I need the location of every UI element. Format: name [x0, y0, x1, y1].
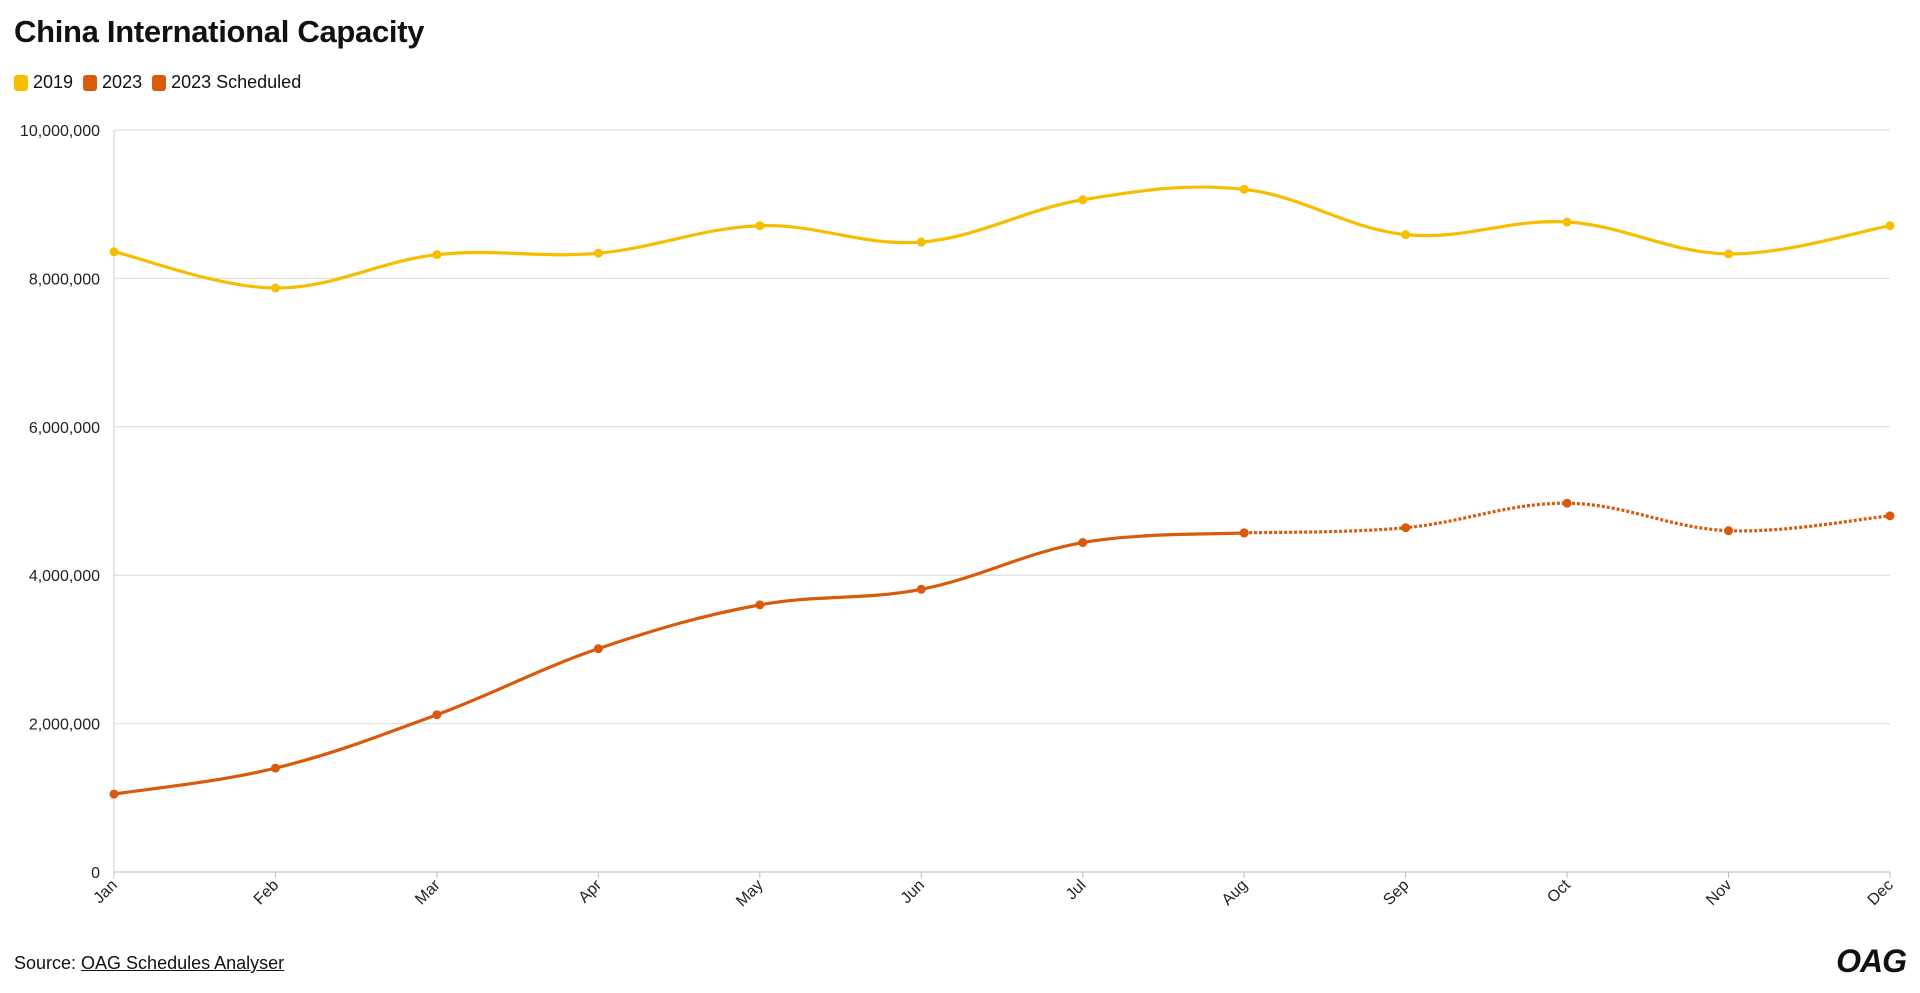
point-2019-nov [1724, 249, 1734, 259]
y-tick-label-0: 0 [91, 865, 100, 882]
x-tick-label-jul: Jul [1063, 877, 1089, 903]
point-2019-sep [1401, 230, 1411, 240]
point-2019-jul [1078, 195, 1088, 205]
point-2023-scheduled-dec [1885, 511, 1895, 521]
point-2023-jul [1078, 538, 1088, 548]
point-2019-aug [1239, 184, 1249, 194]
legend-label-2019: 2019 [33, 72, 74, 92]
x-tick-label-sep: Sep [1380, 877, 1412, 909]
point-2023-jun [916, 584, 926, 594]
series-line-2019 [112, 185, 1892, 290]
x-tick-label-may: May [733, 877, 766, 910]
legend-item-2023-scheduled[interactable]: 2023 Scheduled [152, 72, 301, 93]
y-tick-label-1: 2,000,000 [29, 717, 100, 734]
chart-title: China International Capacity [14, 14, 425, 49]
x-tick-label-mar: Mar [412, 876, 444, 908]
point-2023-scheduled-oct [1562, 498, 1572, 508]
legend-label-2023: 2023 [102, 72, 143, 92]
point-2019-feb [270, 283, 280, 293]
x-tick-label-apr: Apr [576, 876, 606, 906]
point-2023-scheduled-sep [1401, 523, 1411, 533]
point-2019-jun [916, 237, 926, 247]
x-tick-label-aug: Aug [1219, 877, 1251, 909]
x-tick-label-dec: Dec [1865, 877, 1897, 909]
point-2023-may [755, 600, 765, 610]
legend-item-2023[interactable]: 2023 [83, 72, 142, 93]
legend-item-2019[interactable]: 2019 [14, 72, 73, 93]
point-2023-mar [432, 710, 442, 720]
y-tick-label-5: 10,000,000 [20, 123, 100, 140]
point-2019-jan [109, 247, 119, 257]
legend-label-2023-scheduled: 2023 Scheduled [171, 72, 302, 92]
y-tick-label-2: 4,000,000 [29, 568, 100, 585]
y-tick-label-4: 8,000,000 [29, 271, 100, 288]
y-tick-label-3: 6,000,000 [29, 420, 100, 437]
point-2019-mar [432, 250, 442, 260]
point-2019-dec [1885, 221, 1895, 231]
point-2023-scheduled-aug [1239, 528, 1249, 538]
oag-logo: OAG [1836, 943, 1907, 979]
point-2023-scheduled-nov [1724, 526, 1734, 536]
source-footer: Source: OAG Schedules Analyser [14, 953, 284, 974]
x-tick-label-nov: Nov [1703, 877, 1735, 909]
point-2023-feb [270, 763, 280, 773]
legend-swatch-2023-scheduled [152, 74, 167, 91]
source-link[interactable]: OAG Schedules Analyser [81, 953, 285, 973]
legend-swatch-2023 [83, 74, 98, 91]
source-prefix: Source: [14, 953, 82, 973]
point-2019-apr [593, 248, 603, 258]
legend: 2019 2023 2023 Scheduled [14, 72, 301, 93]
legend-swatch-2019 [14, 74, 28, 91]
point-2019-may [755, 221, 765, 231]
x-tick-label-oct: Oct [1544, 876, 1574, 906]
point-2019-oct [1562, 217, 1572, 227]
point-2023-jan [109, 789, 119, 799]
series-line-2023 [112, 531, 1246, 796]
x-tick-label-jun: Jun [898, 877, 928, 907]
x-tick-label-feb: Feb [251, 877, 283, 909]
point-2023-apr [593, 644, 603, 654]
